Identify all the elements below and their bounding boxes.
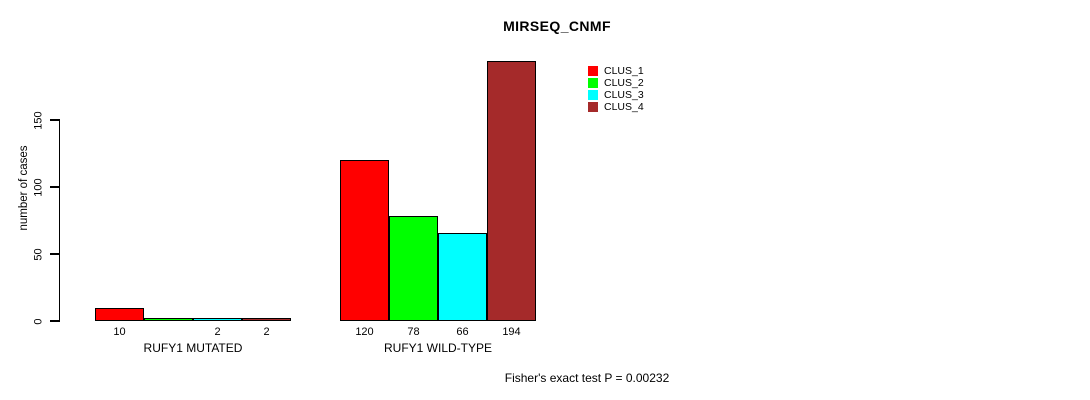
- bar-value-label: 2: [263, 326, 270, 338]
- bar-clus_2-group2: [389, 216, 438, 321]
- legend-item: CLUS_3: [588, 90, 644, 100]
- y-tick: [49, 253, 59, 255]
- x-category-label: RUFY1 MUTATED: [143, 341, 243, 355]
- y-tick: [49, 119, 59, 121]
- y-axis-line: [58, 119, 60, 322]
- bar-clus_3-group1: [193, 318, 242, 321]
- legend-label: CLUS_4: [604, 101, 644, 113]
- legend-swatch-clus_3: [588, 90, 598, 100]
- legend-swatch-clus_2: [588, 78, 598, 88]
- y-tick-label: 50: [32, 247, 45, 261]
- x-category-label: RUFY1 WILD-TYPE: [383, 341, 492, 355]
- bar-clus_2-group1: [144, 318, 193, 321]
- stat-annotation: Fisher's exact test P = 0.00232: [504, 371, 670, 385]
- y-tick-label: 0: [32, 317, 45, 325]
- bar-value-label: 10: [113, 326, 126, 338]
- bar-clus_4-group2: [487, 61, 536, 321]
- legend-label: CLUS_3: [604, 89, 644, 101]
- legend-swatch-clus_1: [588, 66, 598, 76]
- legend-item: CLUS_4: [588, 102, 644, 112]
- y-tick-label: 150: [32, 110, 45, 130]
- bar-value-label: 66: [456, 326, 469, 338]
- legend-item: CLUS_2: [588, 78, 644, 88]
- bar-clus_1-group2: [340, 160, 389, 321]
- y-tick-label: 100: [32, 177, 45, 197]
- legend: CLUS_1 CLUS_2 CLUS_3 CLUS_4: [588, 66, 644, 112]
- legend-item: CLUS_1: [588, 66, 644, 76]
- y-axis-title: number of cases: [18, 145, 30, 231]
- bar-value-label: 78: [407, 326, 420, 338]
- bar-clus_4-group1: [242, 318, 291, 321]
- y-tick: [49, 320, 59, 322]
- legend-label: CLUS_2: [604, 77, 644, 89]
- y-tick: [49, 186, 59, 188]
- legend-swatch-clus_4: [588, 102, 598, 112]
- legend-label: CLUS_1: [604, 65, 644, 77]
- bar-value-label: 120: [355, 326, 374, 338]
- bar-clus_1-group1: [95, 307, 144, 321]
- bar-value-label: 2: [214, 326, 221, 338]
- bar-clus_3-group2: [438, 232, 487, 321]
- bar-value-label: 194: [502, 326, 521, 338]
- chart-title: MIRSEQ_CNMF: [503, 18, 611, 34]
